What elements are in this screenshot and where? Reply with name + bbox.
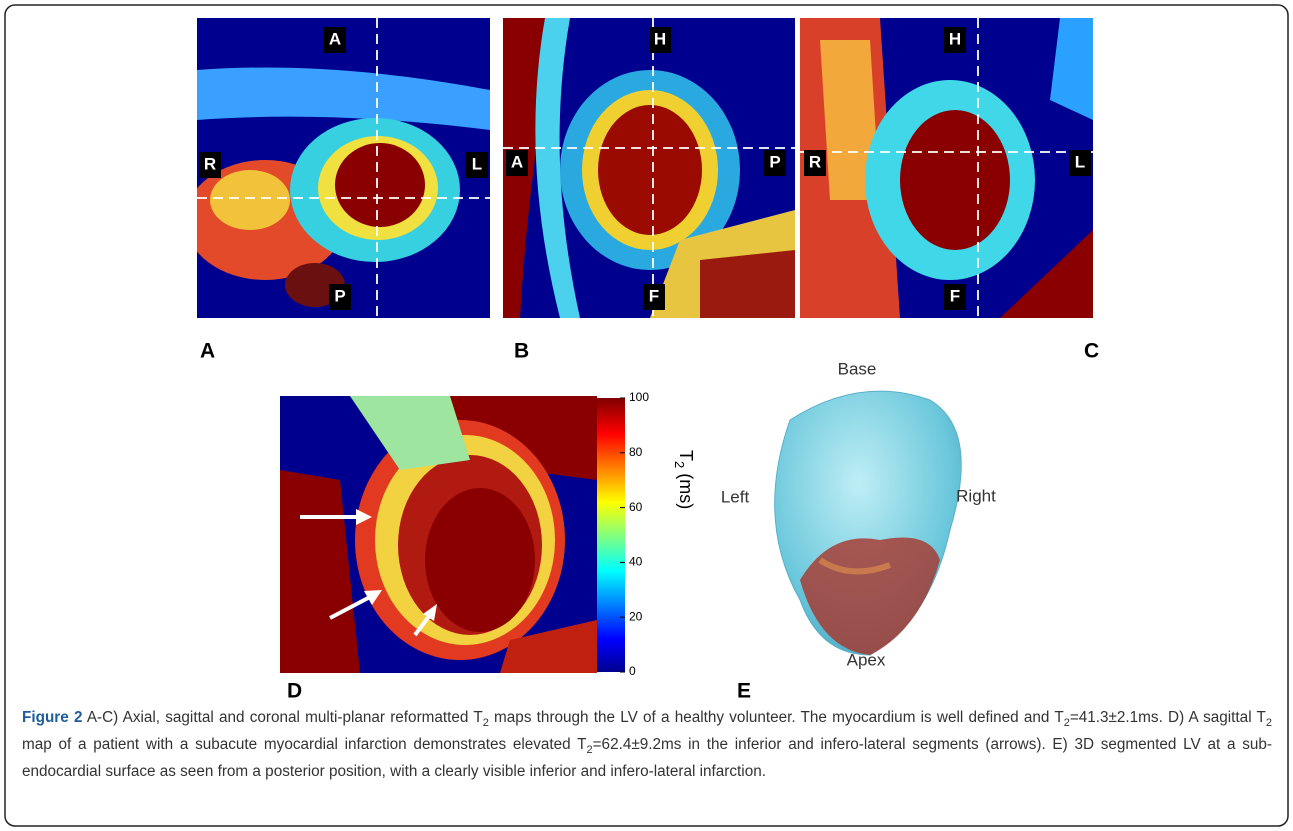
orientation-label: H <box>654 29 666 48</box>
orientation-label: F <box>950 286 960 305</box>
subscript: 2 <box>1266 717 1272 729</box>
panel-letter: D <box>287 680 302 703</box>
orientation-label: F <box>649 286 659 305</box>
orientation-label: P <box>334 286 345 305</box>
panel-letter: E <box>737 680 751 703</box>
orientation-label: R <box>809 152 821 171</box>
colorbar-tick-label: 100 <box>629 390 649 404</box>
map-d <box>280 396 597 673</box>
colorbar-tick-label: 40 <box>629 555 643 569</box>
caption-label: Figure 2 <box>22 709 82 726</box>
caption-text: =41.3±2.1ms. D) A sagittal T <box>1070 709 1266 726</box>
colorbar <box>597 398 625 672</box>
colorbar-tick-label: 0 <box>629 664 636 678</box>
orientation-label: P <box>769 152 780 171</box>
orientation-label: R <box>204 154 216 173</box>
map-b <box>503 18 795 318</box>
orientation-label: A <box>511 152 523 171</box>
caption: Figure 2 A-C) Axial, sagittal and corona… <box>22 707 1272 783</box>
orientation-label: A <box>329 29 341 48</box>
orientation-label: L <box>1075 152 1085 171</box>
lv-3d <box>775 391 962 655</box>
colorbar-tick-label: 60 <box>629 500 643 514</box>
lv-label: Apex <box>847 650 886 669</box>
lv-label: Right <box>956 486 996 505</box>
caption-text: maps through the LV of a healthy volunte… <box>489 709 1064 726</box>
caption-text: A-C) Axial, sagittal and coronal multi-p… <box>82 709 482 726</box>
caption-text: map of a patient with a subacute myocard… <box>22 736 587 753</box>
orientation-label: L <box>472 154 482 173</box>
panel-letter: B <box>514 340 529 363</box>
panel-letter: A <box>200 340 215 363</box>
colorbar-tick-label: 20 <box>629 609 643 623</box>
lv-label: Base <box>838 359 877 378</box>
colorbar-tick-label: 80 <box>629 445 643 459</box>
map-a <box>185 18 490 318</box>
map-c <box>800 18 1093 318</box>
lv-label: Left <box>721 487 750 506</box>
page: 0 20 40 60 80 100 T2 (ms) A R L P A H A P F B H R L F C D E Ba… <box>0 0 1293 831</box>
colorbar-label: T2 (ms) <box>672 450 696 509</box>
panel-letter: C <box>1084 340 1099 363</box>
orientation-label: H <box>949 29 961 48</box>
